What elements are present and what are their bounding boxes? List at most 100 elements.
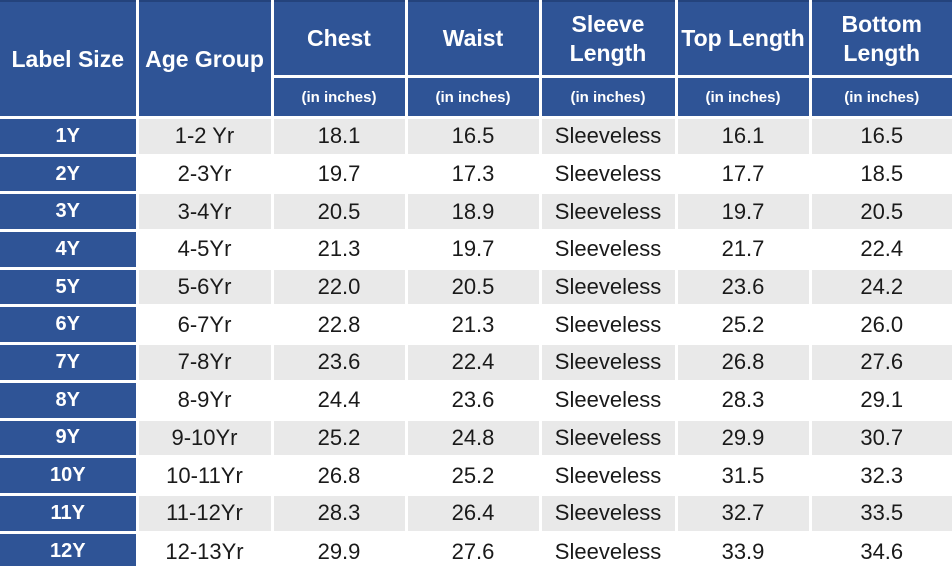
table-row: 2Y 2-3Yr 19.7 17.3 Sleeveless 17.7 18.5 — [0, 153, 952, 195]
col-header-sleeve-length: Sleeve Length — [538, 1, 678, 78]
data-cell: 22.0 — [270, 266, 408, 308]
data-cell: 18.5 — [808, 153, 952, 195]
row-label-cell: 11Y — [0, 492, 139, 534]
data-cell: 22.4 — [808, 229, 952, 270]
data-cell: 27.6 — [808, 342, 952, 383]
data-cell: 18.9 — [404, 191, 542, 233]
row-label-cell: 1Y — [0, 116, 139, 157]
subheader-bottom-length-units: (in inches) — [808, 75, 952, 119]
subheader-waist-units: (in inches) — [404, 75, 542, 119]
data-cell: 27.6 — [404, 530, 542, 566]
table-row: 8Y 8-9Yr 24.4 23.6 Sleeveless 28.3 29.1 — [0, 379, 952, 421]
data-cell: 24.4 — [270, 379, 408, 421]
data-cell: Sleeveless — [538, 379, 678, 421]
col-header-label-size: Label Size — [0, 1, 139, 119]
col-header-top-length: Top Length — [674, 1, 812, 78]
data-cell: 16.5 — [404, 116, 542, 157]
data-cell: 28.3 — [270, 492, 408, 534]
data-cell: 17.3 — [404, 153, 542, 195]
table-row: 3Y 3-4Yr 20.5 18.9 Sleeveless 19.7 20.5 — [0, 191, 952, 233]
data-cell: 29.9 — [270, 530, 408, 566]
data-cell: 16.5 — [808, 116, 952, 157]
data-cell: 9-10Yr — [135, 417, 274, 459]
data-cell: 4-5Yr — [135, 229, 274, 270]
data-cell: 26.0 — [808, 304, 952, 346]
table-header: Label Size Age Group Chest Waist Sleeve … — [0, 1, 952, 119]
data-cell: 19.7 — [404, 229, 542, 270]
data-cell: 22.4 — [404, 342, 542, 383]
data-cell: 23.6 — [404, 379, 542, 421]
table-row: 6Y 6-7Yr 22.8 21.3 Sleeveless 25.2 26.0 — [0, 304, 952, 346]
data-cell: 33.5 — [808, 492, 952, 534]
data-cell: 7-8Yr — [135, 342, 274, 383]
data-cell: 28.3 — [674, 379, 812, 421]
data-cell: 21.3 — [404, 304, 542, 346]
data-cell: Sleeveless — [538, 342, 678, 383]
data-cell: 19.7 — [270, 153, 408, 195]
data-cell: 10-11Yr — [135, 455, 274, 496]
data-cell: 29.1 — [808, 379, 952, 421]
data-cell: Sleeveless — [538, 455, 678, 496]
data-cell: 30.7 — [808, 417, 952, 459]
data-cell: 2-3Yr — [135, 153, 274, 195]
table-row: 12Y 12-13Yr 29.9 27.6 Sleeveless 33.9 34.6 — [0, 530, 952, 566]
data-cell: Sleeveless — [538, 304, 678, 346]
data-cell: Sleeveless — [538, 229, 678, 270]
data-cell: 32.3 — [808, 455, 952, 496]
data-cell: 24.8 — [404, 417, 542, 459]
header-row-units: (in inches) (in inches) (in inches) (in … — [0, 75, 952, 119]
table-body: 1Y 1-2 Yr 18.1 16.5 Sleeveless 16.1 16.5 2Y 2-3Y… — [0, 116, 952, 566]
data-cell: 18.1 — [270, 116, 408, 157]
table-row: 10Y 10-11Yr 26.8 25.2 Sleeveless 31.5 32.3 — [0, 455, 952, 496]
row-label-cell: 6Y — [0, 304, 139, 346]
table-row: 4Y 4-5Yr 21.3 19.7 Sleeveless 21.7 22.4 — [0, 229, 952, 270]
data-cell: 24.2 — [808, 266, 952, 308]
data-cell: 29.9 — [674, 417, 812, 459]
subheader-chest-units: (in inches) — [272, 75, 408, 119]
data-cell: Sleeveless — [538, 191, 678, 233]
data-cell: 5-6Yr — [135, 266, 274, 308]
table-row: 1Y 1-2 Yr 18.1 16.5 Sleeveless 16.1 16.5 — [0, 116, 952, 157]
data-cell: 12-13Yr — [135, 530, 274, 566]
header-row-main: Label Size Age Group Chest Waist Sleeve … — [0, 1, 952, 119]
col-header-chest: Chest — [270, 1, 408, 78]
col-header-age-group: Age Group — [135, 1, 274, 119]
row-label-cell: 5Y — [0, 266, 139, 308]
data-cell: 8-9Yr — [135, 379, 274, 421]
table-row: 9Y 9-10Yr 25.2 24.8 Sleeveless 29.9 30.7 — [0, 417, 952, 459]
row-label-cell: 8Y — [0, 379, 139, 421]
data-cell: 31.5 — [674, 455, 812, 496]
data-cell: 16.1 — [674, 116, 812, 157]
subheader-sleeve-length-units: (in inches) — [538, 75, 678, 119]
data-cell: 1-2 Yr — [135, 116, 274, 157]
data-cell: 11-12Yr — [135, 492, 274, 534]
data-cell: 33.9 — [674, 530, 812, 566]
data-cell: 19.7 — [674, 191, 812, 233]
row-label-cell: 2Y — [0, 153, 139, 195]
row-label-cell: 7Y — [0, 342, 139, 383]
table-row: 11Y 11-12Yr 28.3 26.4 Sleeveless 32.7 33.5 — [0, 492, 952, 534]
data-cell: Sleeveless — [538, 116, 678, 157]
data-cell: 21.3 — [270, 229, 408, 270]
data-cell: 20.5 — [808, 191, 952, 233]
data-cell: 25.2 — [674, 304, 812, 346]
row-label-cell: 10Y — [0, 455, 139, 496]
data-cell: Sleeveless — [538, 153, 678, 195]
col-header-waist: Waist — [404, 1, 542, 78]
data-cell: 26.8 — [674, 342, 812, 383]
table-row: 5Y 5-6Yr 22.0 20.5 Sleeveless 23.6 24.2 — [0, 266, 952, 308]
subheader-top-length-units: (in inches) — [674, 75, 812, 119]
data-cell: 21.7 — [674, 229, 812, 270]
row-label-cell: 4Y — [0, 229, 139, 270]
table-row: 7Y 7-8Yr 23.6 22.4 Sleeveless 26.8 27.6 — [0, 342, 952, 383]
data-cell: Sleeveless — [538, 266, 678, 308]
data-cell: 25.2 — [270, 417, 408, 459]
data-cell: Sleeveless — [538, 492, 678, 534]
data-cell: 23.6 — [270, 342, 408, 383]
data-cell: 6-7Yr — [135, 304, 274, 346]
data-cell: 3-4Yr — [135, 191, 274, 233]
data-cell: 17.7 — [674, 153, 812, 195]
data-cell: 32.7 — [674, 492, 812, 534]
